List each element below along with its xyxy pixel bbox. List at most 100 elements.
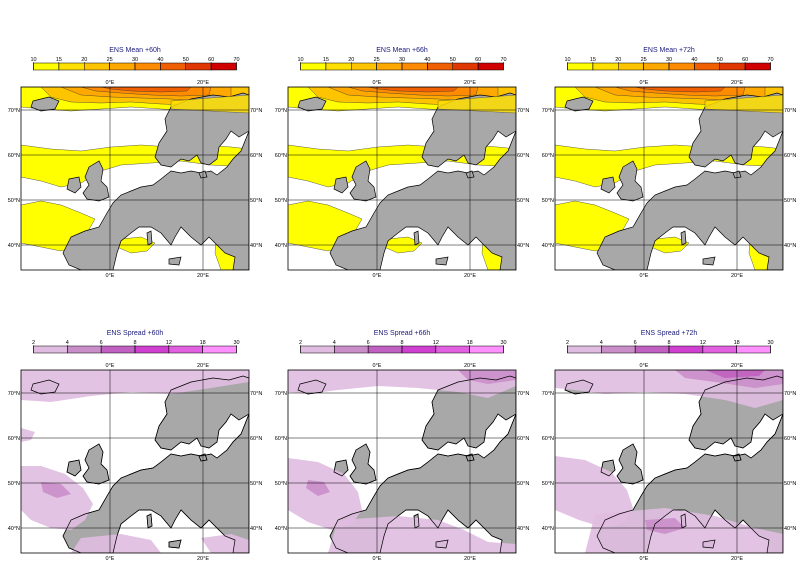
lat-label: 40°N [542,243,554,249]
panel-title: ENS Spread +60h [107,330,164,337]
lat-label: 40°N [8,243,20,249]
map-area [554,86,784,271]
colorbar-swatch [668,62,695,71]
lon-label: 0°E [640,273,649,279]
lon-label: 20°E [464,556,476,562]
colorbar-swatch [702,345,737,354]
lat-label: 40°N [784,243,796,249]
lat-label: 50°N [517,481,529,487]
colorbar-swatch [401,62,428,71]
colorbar-tick-label: 60 [742,57,748,63]
colorbar-tick-label: 10 [564,57,570,63]
lat-label: 50°N [275,198,287,204]
lon-label: 0°E [106,80,115,86]
lat-label: 70°N [8,108,20,114]
colorbar-tick-label: 40 [157,57,163,63]
graticule [21,87,249,270]
colorbar-swatch [351,62,377,71]
colorbar-swatch [376,62,403,71]
colorbar-swatch [477,62,504,71]
graticule [21,370,249,553]
colorbar-swatch [567,62,594,71]
colorbar-swatch [185,62,212,71]
lon-label: 0°E [106,556,115,562]
lat-label: 40°N [542,526,554,532]
panel-title: ENS Mean +60h [109,47,161,54]
map-area [287,86,517,271]
colorbar-swatch [592,62,619,71]
lat-label: 50°N [275,481,287,487]
colorbar-tick-label: 18 [467,340,473,346]
colorbar-tick-label: 6 [100,340,103,346]
lon-label: 0°E [373,556,382,562]
colorbar-tick-label: 4 [66,340,69,346]
colorbar-swatch [618,62,644,71]
colorbar-swatch [719,62,746,71]
graticule [555,87,783,270]
lat-label: 70°N [784,108,796,114]
colorbar-tick-label: 12 [433,340,439,346]
graticule [555,370,783,553]
map-panel-mean-2: ENS Mean +66h 10 15 20 25 30 40 50 60 70 0°E 0°E 20°… [275,47,530,279]
colorbar-swatch [300,345,335,354]
lat-label: 40°N [250,243,262,249]
lat-label: 50°N [517,198,529,204]
lon-label: 0°E [373,363,382,369]
colorbar-tick-label: 18 [734,340,740,346]
lat-label: 50°N [542,481,554,487]
colorbar-tick-label: 25 [107,57,113,63]
colorbar-swatch [67,345,102,354]
lon-label: 0°E [106,273,115,279]
lat-label: 40°N [8,526,20,532]
colorbar-tick-label: 30 [767,340,773,346]
lat-label: 70°N [542,108,554,114]
colorbar-swatch [33,345,68,354]
colorbar-tick-label: 30 [666,57,672,63]
lon-label: 20°E [464,273,476,279]
lon-label: 20°E [197,556,209,562]
colorbar: 2 4 6 8 12 18 30 [32,340,240,354]
spread-field [21,370,249,553]
colorbar-tick-label: 18 [200,340,206,346]
lat-label: 60°N [275,153,287,159]
lon-label: 20°E [464,363,476,369]
colorbar-tick-label: 8 [400,340,403,346]
colorbar-swatch [469,345,504,354]
colorbar-tick-label: 15 [323,57,329,63]
lat-label: 50°N [250,198,262,204]
graticule [288,370,516,553]
lat-label: 40°N [275,526,287,532]
map-area [554,369,784,554]
lat-label: 70°N [517,108,529,114]
colorbar-tick-label: 40 [691,57,697,63]
lat-label: 50°N [8,481,20,487]
map-frame [554,369,784,554]
lon-label: 20°E [731,556,743,562]
colorbar-tick-label: 30 [399,57,405,63]
colorbar: 10 15 20 25 30 40 50 60 70 [30,57,240,71]
lat-label: 60°N [250,153,262,159]
colorbar-tick-label: 30 [500,340,506,346]
lat-label: 60°N [784,153,796,159]
lat-label: 50°N [784,481,796,487]
colorbar-swatch [134,345,170,354]
lon-label: 0°E [373,273,382,279]
lat-label: 40°N [784,526,796,532]
colorbar-tick-label: 15 [590,57,596,63]
colorbar-swatch [427,62,453,71]
colorbar-swatch [134,62,161,71]
colorbar-tick-label: 4 [333,340,336,346]
colorbar-swatch [736,345,771,354]
lat-label: 70°N [8,391,20,397]
map-panel-spread-2: ENS Spread +66h 2 4 6 8 12 18 30 0°E 0°E 20°E 20°E 7… [275,330,530,562]
colorbar-tick-label: 30 [233,340,239,346]
lon-label: 0°E [640,556,649,562]
colorbar-tick-label: 50 [183,57,189,63]
colorbar-tick-label: 20 [81,57,87,63]
colorbar-swatch [435,345,470,354]
colorbar-swatch [84,62,110,71]
colorbar-tick-label: 10 [30,57,36,63]
colorbar-tick-label: 20 [615,57,621,63]
colorbar-tick-label: 6 [634,340,637,346]
lat-label: 50°N [250,481,262,487]
